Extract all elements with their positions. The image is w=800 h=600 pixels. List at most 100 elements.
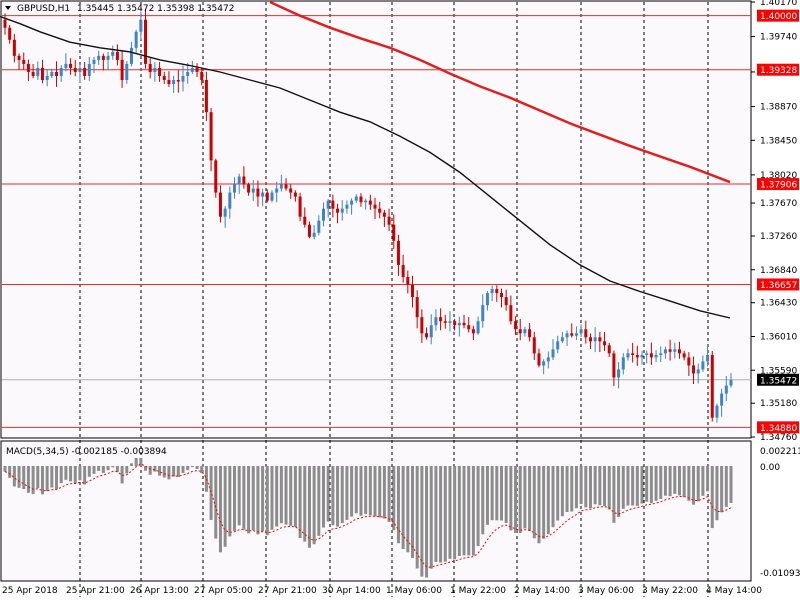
macd-bar bbox=[153, 466, 157, 472]
price-tag-label: 1.39328 bbox=[760, 66, 797, 76]
candle-body bbox=[289, 188, 293, 193]
macd-bar bbox=[87, 466, 91, 477]
macd-bar bbox=[45, 466, 49, 491]
macd-bar bbox=[97, 466, 101, 471]
price-tag bbox=[757, 9, 799, 22]
candle-body bbox=[200, 71, 204, 80]
time-tick-label: 25 Apr 21:00 bbox=[66, 586, 125, 596]
macd-bar bbox=[148, 466, 152, 475]
price-tag bbox=[757, 178, 799, 191]
current-price-tag bbox=[757, 373, 799, 386]
candle-body bbox=[635, 354, 639, 358]
macd-bar bbox=[724, 466, 728, 507]
price-tag bbox=[757, 278, 799, 291]
macd-bar bbox=[514, 466, 518, 533]
candle-body bbox=[584, 329, 588, 338]
macd-bar bbox=[715, 466, 719, 521]
candle-body bbox=[261, 192, 265, 197]
macd-bar bbox=[26, 466, 30, 493]
macd-bar bbox=[720, 466, 724, 513]
macd-bar bbox=[368, 466, 372, 516]
candle-body bbox=[523, 329, 527, 334]
price-tick-label: 1.39740 bbox=[760, 33, 797, 43]
price-scale[interactable]: 1.401701.397401.393001.388701.384501.380… bbox=[751, 0, 799, 443]
time-tick-label: 1 May 22:00 bbox=[450, 586, 506, 596]
candle-body bbox=[453, 321, 457, 326]
candle-body bbox=[542, 361, 546, 366]
macd-bar bbox=[139, 458, 143, 466]
candle-body bbox=[663, 349, 667, 354]
macd-bar bbox=[83, 466, 87, 485]
macd-bar bbox=[307, 466, 311, 548]
macd-bar bbox=[186, 466, 190, 471]
candle-body bbox=[331, 200, 335, 209]
macd-bar bbox=[275, 466, 279, 527]
macd-bar bbox=[218, 466, 222, 553]
macd-bar bbox=[659, 466, 663, 499]
ma-slow-line bbox=[269, 0, 731, 184]
ohlc-values: 1.35445 1.35472 1.35398 1.35472 bbox=[77, 4, 234, 14]
candle-body bbox=[50, 71, 54, 76]
macd-bar bbox=[190, 466, 194, 468]
macd-bar bbox=[645, 466, 649, 502]
macd-bar bbox=[392, 466, 396, 531]
dropdown-arrow-icon[interactable] bbox=[5, 6, 11, 10]
price-tick-label: 1.38450 bbox=[760, 136, 797, 146]
macd-bar bbox=[3, 466, 7, 472]
candle-body bbox=[420, 317, 424, 334]
macd-bar bbox=[448, 466, 452, 559]
price-tick-label: 1.35180 bbox=[760, 399, 797, 409]
macd-bar bbox=[570, 466, 574, 512]
macd-bar bbox=[237, 466, 241, 526]
candle-body bbox=[406, 276, 410, 286]
macd-bar bbox=[172, 466, 176, 477]
time-scale[interactable]: 25 Apr 2018 25 Apr 21:00 26 Apr 13:00 27 Ap… bbox=[2, 586, 762, 596]
candle-body bbox=[368, 200, 372, 205]
header: GBPUSD,H1 1.35445 1.35472 1.35398 1.3547… bbox=[5, 4, 234, 457]
macd-bar bbox=[59, 466, 63, 484]
price-tag-label: 1.34880 bbox=[760, 424, 797, 434]
candle-body bbox=[69, 63, 73, 68]
candle-body bbox=[706, 354, 710, 362]
candle-body bbox=[439, 317, 443, 322]
candle-body bbox=[668, 349, 672, 352]
time-tick-label: 3 May 06:00 bbox=[578, 586, 634, 596]
candle-body bbox=[396, 240, 400, 265]
macd-bar bbox=[710, 466, 714, 529]
candle-body bbox=[682, 353, 686, 358]
macd-bar bbox=[387, 466, 391, 522]
candle-body bbox=[560, 337, 564, 342]
macd-bar bbox=[115, 466, 119, 472]
candle-body bbox=[40, 67, 44, 80]
candle-body bbox=[204, 79, 208, 113]
macd-bar bbox=[298, 466, 302, 538]
macd-bar bbox=[439, 466, 443, 563]
candle-body bbox=[588, 337, 592, 342]
macd-bar bbox=[233, 466, 237, 531]
macd-bar bbox=[293, 466, 297, 528]
candle-body bbox=[162, 75, 166, 80]
candle-body bbox=[228, 192, 232, 209]
macd-bar bbox=[31, 466, 35, 495]
macd-bar bbox=[401, 466, 405, 549]
macd-bar bbox=[701, 466, 705, 496]
time-tick-label: 25 Apr 2018 bbox=[2, 586, 58, 596]
macd-bar bbox=[8, 466, 12, 478]
macd-bar bbox=[279, 466, 283, 524]
macd-bar bbox=[617, 466, 621, 518]
macd-bar bbox=[490, 466, 494, 521]
candle-body bbox=[3, 19, 7, 28]
candle-body bbox=[692, 365, 696, 374]
candle-body bbox=[410, 285, 414, 298]
candle-body bbox=[17, 55, 21, 60]
macd-bar bbox=[462, 466, 466, 556]
candle-body bbox=[237, 176, 241, 185]
time-tick-label: 4 May 14:00 bbox=[706, 586, 762, 596]
macd-bar bbox=[612, 466, 616, 523]
price-tag-label: 1.37906 bbox=[760, 181, 797, 191]
candle-body bbox=[710, 354, 714, 418]
candle-body bbox=[144, 19, 148, 64]
current-price-label: 1.35472 bbox=[760, 376, 797, 386]
